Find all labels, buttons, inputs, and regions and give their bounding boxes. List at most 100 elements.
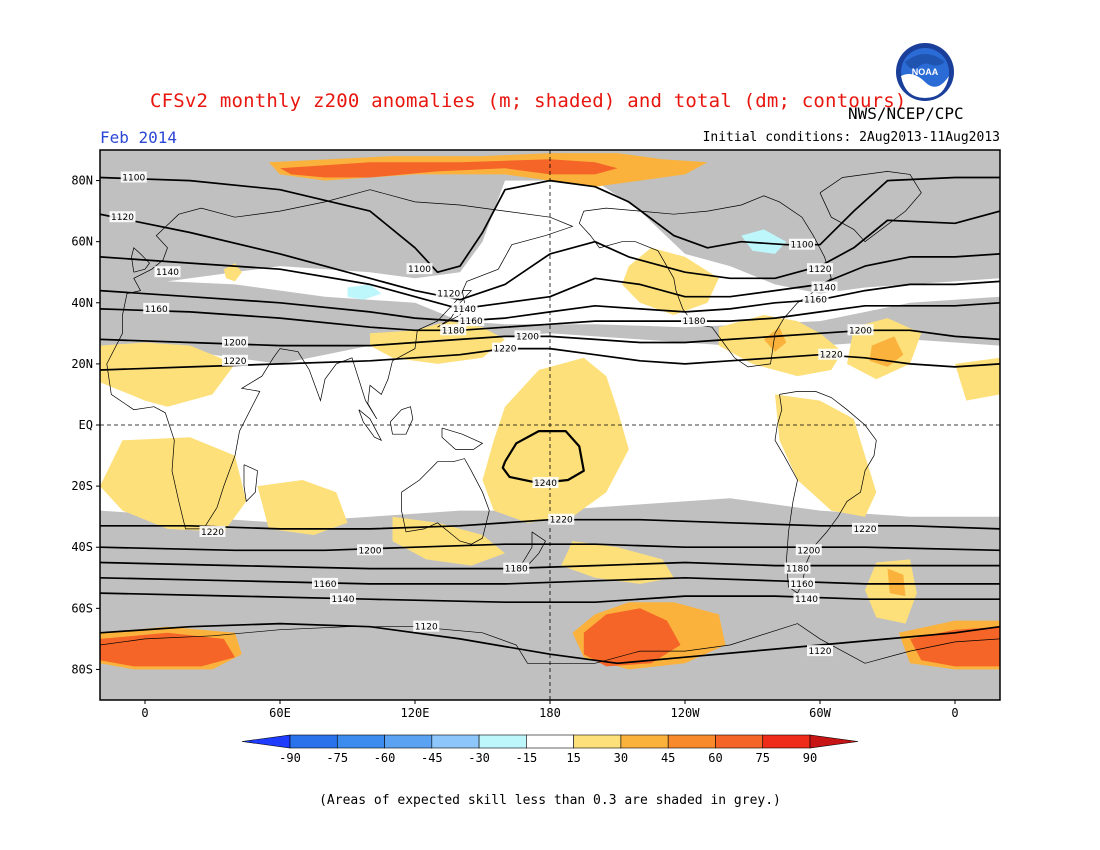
colorbar-cell bbox=[241, 734, 291, 749]
svg-text:1100: 1100 bbox=[408, 265, 431, 275]
colorbar-cell bbox=[431, 734, 480, 749]
colorbar-label: -45 bbox=[421, 751, 443, 765]
coastline-sumatra bbox=[358, 409, 383, 442]
lon-tick-label: 60W bbox=[809, 706, 831, 720]
contour-label-1160: 1160 bbox=[458, 315, 485, 327]
anomaly-region-30 bbox=[223, 263, 242, 282]
colorbar-cell bbox=[384, 734, 433, 749]
contour-1160 bbox=[100, 576, 1000, 585]
svg-text:1200: 1200 bbox=[797, 546, 820, 556]
contour-label-1100: 1100 bbox=[406, 263, 433, 275]
svg-text:1180: 1180 bbox=[786, 565, 809, 575]
contour-label-1140: 1140 bbox=[793, 593, 820, 605]
contour-label-1200: 1200 bbox=[222, 336, 248, 349]
colorbar-cell bbox=[762, 734, 811, 749]
contour-label-1140: 1140 bbox=[811, 281, 838, 294]
svg-text:1220: 1220 bbox=[201, 528, 224, 538]
svg-text:1200: 1200 bbox=[849, 326, 872, 336]
contour-label-1120: 1120 bbox=[807, 645, 833, 657]
contour-label-1200: 1200 bbox=[795, 544, 822, 556]
contour-label-1160: 1160 bbox=[789, 577, 815, 590]
contour-label-1180: 1180 bbox=[681, 315, 707, 327]
svg-text:1120: 1120 bbox=[415, 623, 438, 633]
contour-1100 bbox=[100, 176, 1000, 274]
reference-lines bbox=[100, 150, 1000, 700]
coastline-borneo bbox=[389, 406, 414, 435]
skill-footnote: (Areas of expected skill less than 0.3 a… bbox=[319, 793, 781, 808]
contour-label-1140: 1140 bbox=[154, 266, 181, 278]
colorbar-label: -60 bbox=[374, 751, 396, 765]
colorbar-cell bbox=[809, 734, 859, 749]
contour-label-1220: 1220 bbox=[199, 525, 226, 538]
svg-text:1140: 1140 bbox=[795, 595, 818, 605]
coastline-australia bbox=[401, 458, 490, 545]
colorbar-cell bbox=[336, 734, 385, 749]
svg-text:1160: 1160 bbox=[314, 580, 337, 590]
svg-text:1120: 1120 bbox=[809, 647, 832, 657]
colorbar-cell bbox=[715, 734, 764, 749]
contour-1240 bbox=[501, 430, 585, 485]
contour-label-1200: 1200 bbox=[357, 544, 383, 556]
svg-text:1180: 1180 bbox=[683, 317, 706, 327]
lat-tick-label: 40N bbox=[71, 296, 93, 310]
colorbar-cell bbox=[478, 734, 527, 749]
svg-text:1160: 1160 bbox=[145, 305, 168, 315]
lat-tick-label: 40S bbox=[71, 540, 93, 554]
contour-label-1200: 1200 bbox=[847, 324, 874, 336]
anomaly-region-30 bbox=[622, 247, 719, 315]
contour-1120 bbox=[100, 210, 1000, 301]
svg-text:1220: 1220 bbox=[550, 516, 573, 526]
svg-text:1220: 1220 bbox=[820, 351, 843, 361]
agency-label: NWS/NCEP/CPC bbox=[848, 104, 964, 123]
svg-text:1100: 1100 bbox=[791, 241, 814, 251]
svg-text:1160: 1160 bbox=[791, 580, 814, 590]
colorbar-label: 60 bbox=[708, 751, 722, 765]
colorbar-cell bbox=[620, 734, 669, 749]
anomaly-region-60 bbox=[910, 626, 1000, 667]
lat-tick-label: 80N bbox=[71, 174, 93, 188]
contour-1160 bbox=[100, 280, 1000, 322]
contour-label-1220: 1220 bbox=[492, 342, 518, 355]
lon-tick-label: 120W bbox=[671, 706, 701, 720]
svg-text:1220: 1220 bbox=[854, 525, 877, 535]
anomaly-region-60 bbox=[583, 608, 681, 667]
anomaly-region-30 bbox=[561, 541, 674, 584]
contour-label-1100: 1100 bbox=[120, 171, 147, 184]
anomaly-region-60 bbox=[100, 632, 235, 667]
colorbar-cell bbox=[573, 734, 622, 749]
lat-tick-label: 20N bbox=[71, 357, 93, 371]
svg-text:1180: 1180 bbox=[442, 326, 465, 336]
lat-tick-label: 60N bbox=[71, 235, 93, 249]
coastline-north-america bbox=[578, 195, 832, 368]
contour-labels: 1100 1100 1100 1120 1120 1120 1120 1120 1140 1140… bbox=[109, 171, 878, 657]
contour-label-1220: 1220 bbox=[818, 348, 845, 361]
svg-text:1120: 1120 bbox=[437, 290, 460, 300]
contour-label-1240: 1240 bbox=[532, 477, 559, 489]
svg-text:1240: 1240 bbox=[534, 479, 557, 489]
svg-text:1140: 1140 bbox=[332, 595, 355, 605]
lon-tick-label: 180 bbox=[539, 706, 561, 720]
anomaly-region--15 bbox=[347, 284, 382, 300]
page-title: CFSv2 monthly z200 anomalies (m; shaded)… bbox=[150, 90, 907, 112]
contour-label-1140: 1140 bbox=[451, 302, 478, 315]
colorbar-label: 15 bbox=[566, 751, 580, 765]
lon-tick-label: 60E bbox=[269, 706, 291, 720]
contour-label-1180: 1180 bbox=[440, 324, 467, 336]
coastline-antarctica bbox=[100, 623, 1000, 664]
contour-label-1140: 1140 bbox=[330, 593, 356, 605]
anomaly-region--15 bbox=[741, 229, 787, 254]
contour-1220 bbox=[100, 347, 1000, 371]
anomaly-map: 1100 1100 1100 1120 1120 1120 1120 1120 1140 1140… bbox=[71, 149, 1001, 720]
contour-1120 bbox=[100, 622, 1000, 665]
coastlines bbox=[100, 171, 1000, 664]
svg-text:1160: 1160 bbox=[460, 317, 483, 327]
contour-1140 bbox=[100, 592, 1000, 604]
contour-1140 bbox=[100, 253, 1000, 310]
lon-tick-label: 0 bbox=[951, 706, 958, 720]
colorbar-label: 30 bbox=[614, 751, 628, 765]
svg-text:1140: 1140 bbox=[453, 305, 476, 315]
colorbar-label: 45 bbox=[661, 751, 675, 765]
svg-text:1120: 1120 bbox=[111, 213, 134, 223]
height-contours bbox=[100, 176, 1000, 665]
colorbar-label: -30 bbox=[468, 751, 490, 765]
